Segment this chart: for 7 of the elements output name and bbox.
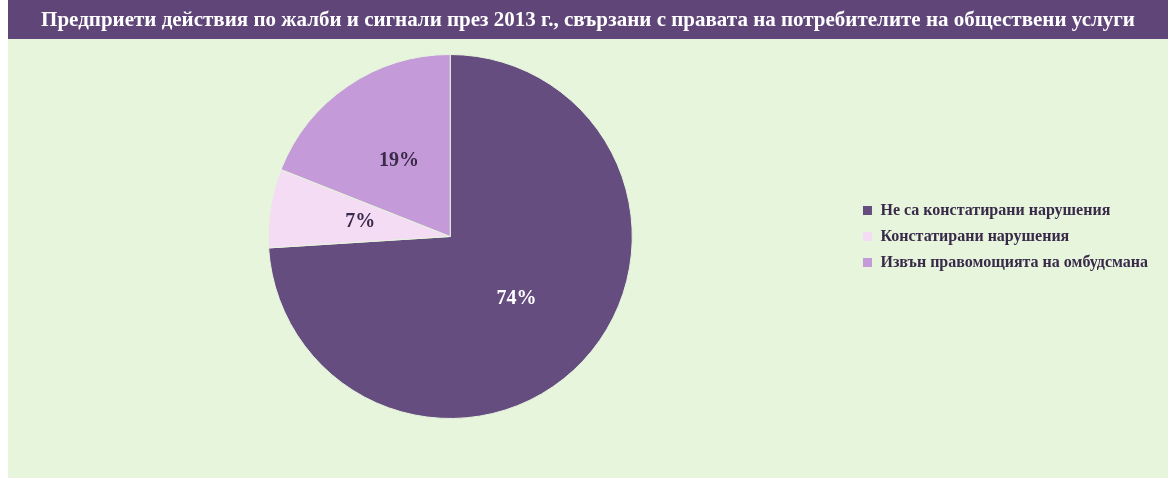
chart-title: Предприети действия по жалби и сигнали през 2013 г., свързани с правата на потребителите на обществени услуги bbox=[8, 0, 1168, 39]
legend-label: Констатирани нарушения bbox=[880, 226, 1070, 245]
legend-label: Не са констатирани нарушения bbox=[880, 200, 1111, 219]
data-label: 7% bbox=[345, 209, 376, 232]
data-label: 19% bbox=[379, 148, 420, 171]
data-label: 74% bbox=[496, 285, 537, 308]
legend-label: Извън правомощията на омбудсмана bbox=[880, 252, 1148, 271]
